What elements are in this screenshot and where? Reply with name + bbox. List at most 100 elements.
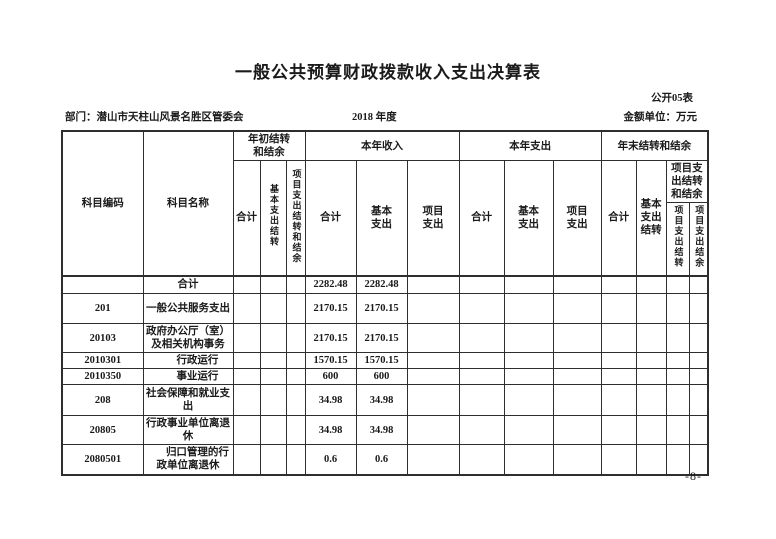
empty-cell — [503, 352, 554, 369]
col-header-expense-total: 合计 — [458, 160, 505, 276]
empty-cell — [665, 368, 690, 385]
subject-code-cell: 2010301 — [61, 352, 144, 369]
empty-cell — [503, 444, 554, 475]
table-header: 科目编码 科目名称 年初结转 和结余 本年收入 本年支出 年末结转和结余 合计 … — [61, 130, 709, 276]
income-total-cell: 1570.15 — [304, 352, 357, 369]
subject-code-cell: 2010350 — [61, 368, 144, 385]
empty-cell — [688, 415, 709, 445]
empty-cell — [635, 352, 667, 369]
empty-cell — [285, 323, 306, 353]
empty-cell — [259, 352, 287, 369]
income-total-cell: 2170.15 — [304, 323, 357, 353]
subject-name-cell: 行政事业单位离退休 — [142, 415, 234, 445]
col-header-expense-project: 项目 支出 — [552, 160, 602, 276]
header-group-row: 科目编码 科目名称 年初结转 和结余 本年收入 本年支出 年末结转和结余 — [61, 130, 709, 276]
empty-cell — [688, 293, 709, 324]
col-header-subject-name: 科目名称 — [142, 130, 234, 276]
col-group-begin-carryover: 年初结转 和结余 — [232, 130, 306, 161]
table-row: 2010350 事业运行 600 600 — [61, 368, 709, 385]
income-total-cell: 34.98 — [304, 384, 357, 416]
empty-cell — [503, 323, 554, 353]
income-total-cell: 0.6 — [304, 444, 357, 475]
empty-cell — [600, 323, 637, 353]
empty-cell — [285, 368, 306, 385]
subject-name-cell: 政府办公厅（室）及相关机构事务 — [142, 323, 234, 353]
empty-cell — [259, 274, 287, 294]
header-sub-row: 合计 基本支出结转 项目支出结转和结余 合计 基本 支出 项目 支出 合计 基本… — [62, 160, 709, 276]
empty-cell — [285, 444, 306, 475]
empty-cell — [600, 293, 637, 324]
empty-cell — [458, 444, 505, 475]
empty-cell — [688, 323, 709, 353]
col-header-begin-basic-carryover: 基本支出结转 — [259, 160, 287, 276]
department-label: 部门：潜山市天柱山风景名胜区管委会 — [65, 112, 244, 123]
form-number-label: 公开05表 — [651, 93, 693, 104]
subject-name-cell: 归口管理的行政单位离退休 — [142, 444, 234, 475]
table-row: 20103 政府办公厅（室）及相关机构事务 2170.15 2170.15 — [61, 323, 709, 353]
empty-cell — [259, 384, 287, 416]
empty-cell — [285, 384, 306, 416]
budget-table: 科目编码 科目名称 年初结转 和结余 本年收入 本年支出 年末结转和结余 合计 … — [61, 130, 710, 476]
subject-name-cell: 合计 — [142, 274, 234, 294]
empty-cell — [600, 384, 637, 416]
empty-cell — [503, 415, 554, 445]
subject-code-cell: 20103 — [61, 323, 144, 353]
empty-cell — [503, 274, 554, 294]
col-header-income-basic: 基本 支出 — [355, 160, 408, 276]
empty-cell — [688, 384, 709, 416]
empty-cell — [458, 293, 505, 324]
subject-code-cell: 20805 — [61, 415, 144, 445]
empty-cell — [688, 274, 709, 294]
subject-name-cell: 行政运行 — [142, 352, 234, 369]
empty-cell — [285, 293, 306, 324]
income-total-cell: 600 — [304, 368, 357, 385]
empty-cell — [552, 293, 602, 324]
empty-cell — [458, 415, 505, 445]
empty-cell — [635, 323, 667, 353]
empty-cell — [552, 415, 602, 445]
empty-cell — [552, 274, 602, 294]
empty-cell — [406, 293, 460, 324]
col-header-income-total: 合计 — [304, 160, 357, 276]
table-row: 208 社会保障和就业支出 34.98 34.98 — [61, 384, 709, 416]
empty-cell — [635, 274, 667, 294]
empty-cell — [259, 293, 287, 324]
col-header-end-total: 合计 — [600, 160, 637, 276]
vertical-label: 项目支出结余 — [694, 205, 705, 269]
table-body: 合计 2282.48 2282.48 201 一般公共服务支出 2170.15 … — [61, 274, 709, 475]
empty-cell — [600, 415, 637, 445]
col-header-income-project: 项目 支出 — [406, 160, 460, 276]
empty-cell — [600, 444, 637, 475]
empty-cell — [259, 368, 287, 385]
empty-cell — [552, 384, 602, 416]
empty-cell — [665, 323, 690, 353]
empty-cell — [259, 444, 287, 475]
amount-unit-label: 金额单位：万元 — [623, 112, 698, 123]
empty-cell — [232, 444, 261, 475]
income-total-cell: 2282.48 — [304, 274, 357, 294]
col-header-begin-project-carryover: 项目支出结转和结余 — [285, 160, 306, 276]
empty-cell — [503, 368, 554, 385]
empty-cell — [232, 368, 261, 385]
income-total-cell: 2170.15 — [304, 293, 357, 324]
page-number: -8- — [685, 469, 702, 483]
empty-cell — [406, 384, 460, 416]
empty-cell — [458, 368, 505, 385]
col-header-begin-total: 合计 — [232, 160, 261, 276]
empty-cell — [458, 384, 505, 416]
empty-cell — [503, 384, 554, 416]
income-basic-cell: 34.98 — [355, 384, 408, 416]
empty-cell — [552, 323, 602, 353]
empty-cell — [406, 323, 460, 353]
empty-cell — [635, 384, 667, 416]
empty-cell — [600, 352, 637, 369]
empty-cell — [552, 368, 602, 385]
table-row: 合计 2282.48 2282.48 — [61, 274, 709, 294]
income-total-cell: 34.98 — [304, 415, 357, 445]
subject-name-cell: 事业运行 — [142, 368, 234, 385]
subject-name-cell: 社会保障和就业支出 — [142, 384, 234, 416]
subject-name-cell: 一般公共服务支出 — [142, 293, 234, 324]
empty-cell — [635, 444, 667, 475]
header-vertical-row: 项目支出结转 项目支出结余 — [62, 202, 709, 276]
